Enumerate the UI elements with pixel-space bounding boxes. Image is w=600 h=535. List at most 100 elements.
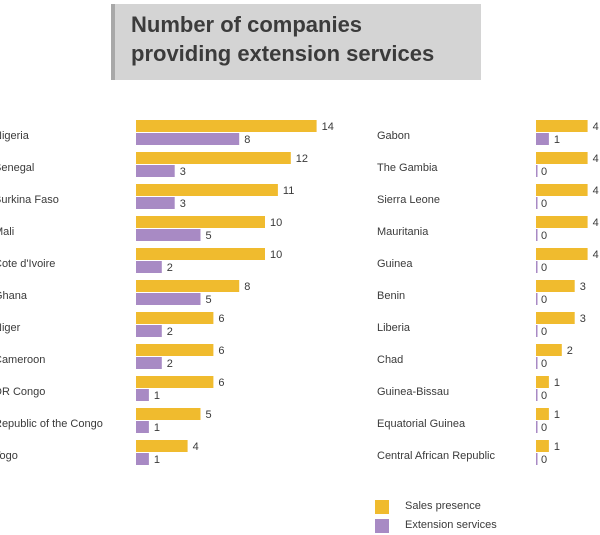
category-label-right-7: Chad [377,354,403,366]
category-label-left-1: Senegal [0,162,34,174]
chart-title-line-2: providing extension services [131,41,435,66]
value-label-sales-right-2: 4 [593,185,599,197]
value-label-extension-right-7: 0 [541,358,547,370]
bar-extension-right-10 [536,453,538,465]
bar-sales-left-4 [136,248,265,260]
bar-sales-left-7 [136,344,214,356]
category-label-right-10: Central African Republic [377,450,496,462]
bar-extension-left-5 [136,293,201,305]
bar-sales-left-9 [136,408,201,420]
bar-extension-left-4 [136,261,162,273]
category-label-left-8: DR Congo [0,386,45,398]
category-label-left-10: Togo [0,450,18,462]
bar-extension-right-6 [536,325,538,337]
value-label-sales-right-5: 3 [580,281,586,293]
value-label-extension-left-8: 1 [154,390,160,402]
bar-sales-left-3 [136,216,265,228]
value-label-sales-left-9: 5 [206,409,212,421]
value-label-extension-right-10: 0 [541,454,547,466]
category-label-right-9: Equatorial Guinea [377,418,466,430]
bar-extension-left-10 [136,453,149,465]
value-label-extension-left-7: 2 [167,358,173,370]
value-label-extension-right-0: 1 [554,134,560,146]
bar-sales-right-8 [536,376,549,388]
value-label-sales-right-1: 4 [593,153,599,165]
legend-label-sales: Sales presence [405,500,481,512]
category-label-right-8: Guinea-Bissau [377,386,449,398]
bar-sales-right-7 [536,344,562,356]
bar-sales-left-10 [136,440,188,452]
value-label-extension-right-2: 0 [541,198,547,210]
category-label-right-5: Benin [377,290,405,302]
category-label-right-2: Sierra Leone [377,194,440,206]
value-label-extension-left-1: 3 [180,166,186,178]
bar-extension-right-5 [536,293,538,305]
value-label-extension-left-0: 8 [244,134,250,146]
bar-extension-right-4 [536,261,538,273]
value-label-extension-left-5: 5 [206,294,212,306]
value-label-extension-left-6: 2 [167,326,173,338]
category-label-right-3: Mauritania [377,226,429,238]
bar-extension-left-3 [136,229,201,241]
bar-sales-right-9 [536,408,549,420]
value-label-sales-right-6: 3 [580,313,586,325]
bar-extension-right-3 [536,229,538,241]
bar-sales-right-3 [536,216,588,228]
bar-sales-left-6 [136,312,214,324]
value-label-extension-left-2: 3 [180,198,186,210]
value-label-sales-left-6: 6 [218,313,224,325]
category-label-left-2: Burkina Faso [0,194,59,206]
value-label-extension-left-3: 5 [206,230,212,242]
value-label-extension-right-8: 0 [541,390,547,402]
category-label-left-7: Cameroon [0,354,45,366]
legend-item-extension: Extension services [375,519,595,535]
value-label-extension-right-6: 0 [541,326,547,338]
value-label-sales-right-10: 1 [554,441,560,453]
bar-extension-left-6 [136,325,162,337]
value-label-extension-right-9: 0 [541,422,547,434]
bar-sales-left-2 [136,184,278,196]
value-label-sales-left-0: 14 [322,121,334,133]
chart-title-line-1: Number of companies [131,12,363,37]
category-label-left-9: Republic of the Congo [0,418,103,430]
value-label-sales-left-4: 10 [270,249,282,261]
bar-sales-right-5 [536,280,575,292]
bar-extension-right-2 [536,197,538,209]
value-label-extension-left-9: 1 [154,422,160,434]
bar-sales-left-8 [136,376,214,388]
value-label-sales-right-9: 1 [554,409,560,421]
value-label-extension-right-4: 0 [541,262,547,274]
value-label-sales-right-7: 2 [567,345,573,357]
value-label-extension-left-10: 1 [154,454,160,466]
value-label-sales-left-2: 11 [283,185,294,197]
bar-extension-left-1 [136,165,175,177]
category-label-right-6: Liberia [377,322,411,334]
category-label-left-5: Ghana [0,290,28,302]
bar-extension-left-8 [136,389,149,401]
value-label-sales-left-5: 8 [244,281,250,293]
value-label-sales-right-3: 4 [593,217,599,229]
bar-extension-left-7 [136,357,162,369]
chart-title-box: Number of companies providing extension … [111,4,481,80]
bar-sales-right-0 [536,120,588,132]
value-label-sales-left-3: 10 [270,217,282,229]
legend-label-extension: Extension services [405,519,497,531]
value-label-extension-right-1: 0 [541,166,547,178]
bar-sales-right-4 [536,248,588,260]
value-label-sales-right-8: 1 [554,377,560,389]
category-label-left-6: Niger [0,322,21,334]
value-label-sales-left-10: 4 [193,441,199,453]
value-label-sales-left-1: 12 [296,153,308,165]
bar-sales-right-2 [536,184,588,196]
value-label-extension-left-4: 2 [167,262,173,274]
bar-extension-right-0 [536,133,549,145]
bar-sales-left-5 [136,280,240,292]
legend-item-sales: Sales presence [375,500,595,516]
value-label-sales-right-4: 4 [593,249,599,261]
bar-sales-left-0 [136,120,317,132]
bar-sales-left-1 [136,152,291,164]
category-label-right-0: Gabon [377,130,410,142]
bar-extension-right-7 [536,357,538,369]
value-label-extension-right-3: 0 [541,230,547,242]
